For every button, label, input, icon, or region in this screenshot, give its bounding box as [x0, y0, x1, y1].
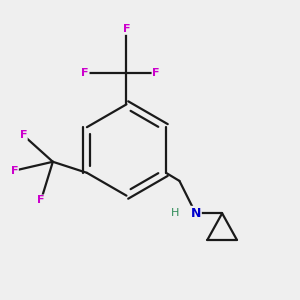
Text: F: F — [123, 24, 130, 34]
Text: F: F — [152, 68, 160, 78]
Text: H: H — [171, 208, 179, 218]
Text: N: N — [190, 207, 201, 220]
Text: F: F — [82, 68, 89, 78]
Text: F: F — [37, 195, 45, 205]
Text: F: F — [11, 166, 18, 176]
Text: F: F — [20, 130, 27, 140]
